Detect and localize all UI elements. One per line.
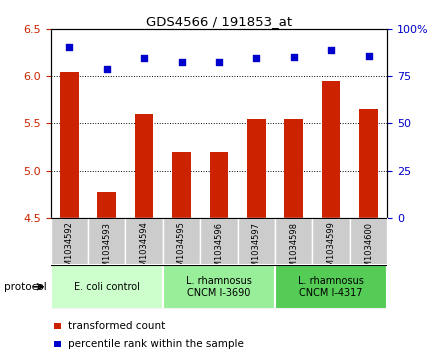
Point xyxy=(66,44,73,50)
Bar xyxy=(275,218,312,265)
Bar xyxy=(125,218,163,265)
Bar xyxy=(51,265,163,309)
Bar xyxy=(54,323,61,329)
Point xyxy=(178,59,185,65)
Text: GSM1034596: GSM1034596 xyxy=(214,221,224,278)
Text: GSM1034593: GSM1034593 xyxy=(102,221,111,278)
Bar xyxy=(200,218,238,265)
Text: L. rhamnosus
CNCM I-3690: L. rhamnosus CNCM I-3690 xyxy=(186,276,252,298)
Point xyxy=(290,54,297,60)
Point xyxy=(141,56,148,61)
Bar xyxy=(163,218,200,265)
Text: GSM1034598: GSM1034598 xyxy=(289,221,298,278)
Point xyxy=(103,66,110,72)
Bar xyxy=(350,218,387,265)
Text: GSM1034594: GSM1034594 xyxy=(139,221,149,277)
Point xyxy=(327,47,335,53)
Bar xyxy=(209,152,228,218)
Text: protocol: protocol xyxy=(4,282,47,292)
Title: GDS4566 / 191853_at: GDS4566 / 191853_at xyxy=(146,15,292,28)
Bar xyxy=(54,341,61,347)
Bar xyxy=(275,265,387,309)
Bar xyxy=(359,109,378,218)
Bar xyxy=(97,192,116,218)
Text: GSM1034599: GSM1034599 xyxy=(326,221,336,277)
Text: GSM1034600: GSM1034600 xyxy=(364,221,373,278)
Point xyxy=(253,56,260,61)
Bar xyxy=(51,218,88,265)
Text: E. coli control: E. coli control xyxy=(74,282,139,292)
Bar xyxy=(312,218,350,265)
Text: GSM1034595: GSM1034595 xyxy=(177,221,186,277)
Text: L. rhamnosus
CNCM I-4317: L. rhamnosus CNCM I-4317 xyxy=(298,276,364,298)
Text: GSM1034592: GSM1034592 xyxy=(65,221,74,277)
Bar xyxy=(238,218,275,265)
Bar xyxy=(172,152,191,218)
Bar xyxy=(88,218,125,265)
Bar xyxy=(322,81,341,218)
Bar xyxy=(60,72,79,218)
Text: GSM1034597: GSM1034597 xyxy=(252,221,261,278)
Bar xyxy=(135,114,154,218)
Text: transformed count: transformed count xyxy=(68,321,165,331)
Text: percentile rank within the sample: percentile rank within the sample xyxy=(68,339,244,349)
Bar xyxy=(284,119,303,218)
Bar xyxy=(247,119,266,218)
Point xyxy=(365,53,372,59)
Point xyxy=(216,59,223,65)
Bar xyxy=(163,265,275,309)
